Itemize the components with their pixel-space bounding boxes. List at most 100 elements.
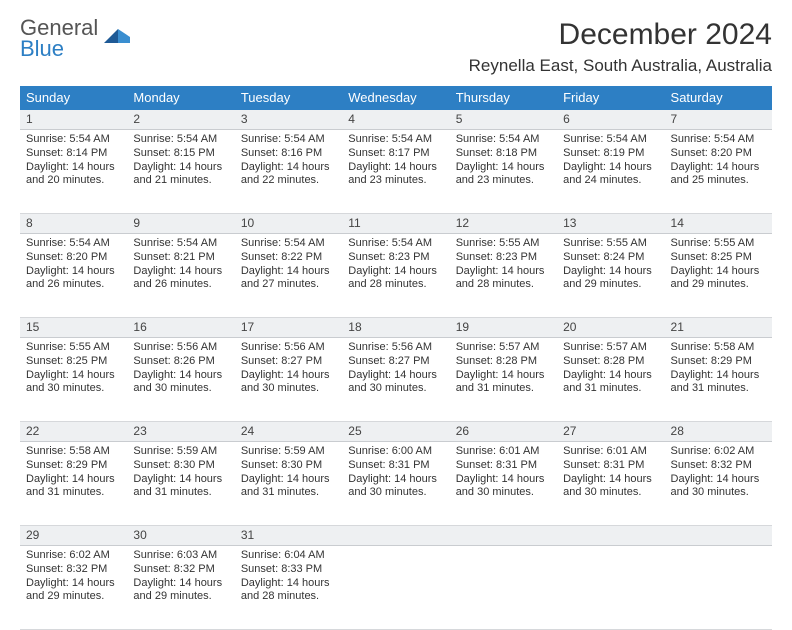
daylight-line: Daylight: 14 hours and 28 minutes. <box>348 265 443 293</box>
daynum-cell: 18 <box>342 318 449 338</box>
sunset-line-value: 8:19 PM <box>603 147 644 159</box>
daynum-cell: 2 <box>127 110 234 130</box>
sunrise-line-label: Sunrise: <box>133 237 176 249</box>
sunrise-line-label: Sunrise: <box>241 445 284 457</box>
sunset-line: Sunset: 8:23 PM <box>348 251 443 265</box>
daynum-cell: 1 <box>20 110 127 130</box>
sunset-line-label: Sunset: <box>26 355 66 367</box>
sunset-line: Sunset: 8:31 PM <box>348 459 443 473</box>
daylight-line-label: Daylight: <box>456 161 502 173</box>
daybody-row: Sunrise: 5:54 AMSunset: 8:20 PMDaylight:… <box>20 234 772 318</box>
sunrise-line-label: Sunrise: <box>671 341 714 353</box>
sunset-line-label: Sunset: <box>133 251 173 263</box>
sunset-line: Sunset: 8:30 PM <box>241 459 336 473</box>
sunset-line: Sunset: 8:14 PM <box>26 147 121 161</box>
sunset-line-label: Sunset: <box>563 147 603 159</box>
sunrise-line-label: Sunrise: <box>671 133 714 145</box>
daynum-cell <box>450 526 557 546</box>
day-number: 28 <box>671 424 684 438</box>
day-number: 7 <box>671 112 678 126</box>
daylight-line: Daylight: 14 hours and 30 minutes. <box>563 473 658 501</box>
daybody-cell: Sunrise: 5:55 AMSunset: 8:24 PMDaylight:… <box>557 234 664 318</box>
col-monday: Monday <box>127 86 234 110</box>
daylight-line: Daylight: 14 hours and 28 minutes. <box>241 577 336 605</box>
sunrise-line-value: 5:57 AM <box>607 341 647 353</box>
sunset-line-value: 8:28 PM <box>496 355 537 367</box>
sunrise-line-label: Sunrise: <box>241 133 284 145</box>
sunrise-line-label: Sunrise: <box>671 237 714 249</box>
sunset-line: Sunset: 8:20 PM <box>671 147 766 161</box>
sunset-line-label: Sunset: <box>241 147 281 159</box>
daylight-line: Daylight: 14 hours and 31 minutes. <box>241 473 336 501</box>
daylight-line-label: Daylight: <box>26 369 72 381</box>
day-number: 25 <box>348 424 361 438</box>
sunset-line-label: Sunset: <box>456 355 496 367</box>
sunrise-line: Sunrise: 5:58 AM <box>671 341 766 355</box>
sunset-line-value: 8:25 PM <box>66 355 107 367</box>
sunset-line-label: Sunset: <box>241 563 281 575</box>
sunrise-line-label: Sunrise: <box>348 445 391 457</box>
sunset-line-value: 8:32 PM <box>66 563 107 575</box>
daylight-line: Daylight: 14 hours and 26 minutes. <box>26 265 121 293</box>
day-number: 10 <box>241 216 254 230</box>
daynum-cell: 24 <box>235 422 342 442</box>
sunset-line: Sunset: 8:26 PM <box>133 355 228 369</box>
daybody-cell: Sunrise: 6:02 AMSunset: 8:32 PMDaylight:… <box>20 546 127 630</box>
daybody-cell: Sunrise: 5:55 AMSunset: 8:25 PMDaylight:… <box>665 234 772 318</box>
sunset-line: Sunset: 8:28 PM <box>563 355 658 369</box>
sunrise-line-value: 5:54 AM <box>499 133 539 145</box>
sunset-line: Sunset: 8:24 PM <box>563 251 658 265</box>
daybody-cell <box>342 546 449 630</box>
sunset-line-value: 8:31 PM <box>496 459 537 471</box>
daybody-cell: Sunrise: 5:59 AM Sunset: 8:30 PMDaylight:… <box>235 442 342 526</box>
daylight-line-label: Daylight: <box>348 265 394 277</box>
sunrise-line-label: Sunrise: <box>348 133 391 145</box>
daynum-cell <box>342 526 449 546</box>
sunset-line: Sunset: 8:25 PM <box>671 251 766 265</box>
daylight-line-label: Daylight: <box>133 369 179 381</box>
sunrise-line-value: 6:03 AM <box>177 549 217 561</box>
sunset-line-label: Sunset: <box>26 459 66 471</box>
day-number: 24 <box>241 424 254 438</box>
sunset-line-value: 8:27 PM <box>389 355 430 367</box>
sunrise-line: Sunrise: 5:55 AM <box>456 237 551 251</box>
sunset-line-label: Sunset: <box>671 147 711 159</box>
daybody-cell: Sunrise: 6:04 AMSunset: 8:33 PMDaylight:… <box>235 546 342 630</box>
sunrise-line-value: 5:59 AM <box>284 445 324 457</box>
day-number: 9 <box>133 216 140 230</box>
sunset-line: Sunset: 8:17 PM <box>348 147 443 161</box>
daylight-line-label: Daylight: <box>456 265 502 277</box>
daylight-line-label: Daylight: <box>563 473 609 485</box>
sunrise-line-value: 5:54 AM <box>607 133 647 145</box>
sunrise-line: Sunrise: 6:00 AM <box>348 445 443 459</box>
daylight-line-label: Daylight: <box>563 369 609 381</box>
daynum-cell: 14 <box>665 214 772 234</box>
sunset-line: Sunset: 8:18 PM <box>456 147 551 161</box>
daylight-line-label: Daylight: <box>241 473 287 485</box>
sunset-line-label: Sunset: <box>671 459 711 471</box>
weekday-header-row: Sunday Monday Tuesday Wednesday Thursday… <box>20 86 772 110</box>
daynum-cell: 28 <box>665 422 772 442</box>
daynum-cell <box>557 526 664 546</box>
sunset-line-label: Sunset: <box>563 355 603 367</box>
daynum-cell: 20 <box>557 318 664 338</box>
sunset-line-value: 8:18 PM <box>496 147 537 159</box>
sunrise-line-value: 6:02 AM <box>69 549 109 561</box>
daybody-cell: Sunrise: 5:59 AMSunset: 8:30 PMDaylight:… <box>127 442 234 526</box>
sunset-line-label: Sunset: <box>241 355 281 367</box>
daylight-line-label: Daylight: <box>241 265 287 277</box>
daylight-line-label: Daylight: <box>26 265 72 277</box>
daybody-cell: Sunrise: 5:55 AMSunset: 8:25 PMDaylight:… <box>20 338 127 422</box>
sunset-line-label: Sunset: <box>563 459 603 471</box>
month-title: December 2024 <box>469 18 772 52</box>
sunset-line: Sunset: 8:15 PM <box>133 147 228 161</box>
daylight-line-label: Daylight: <box>348 473 394 485</box>
daylight-line: Daylight: 14 hours and 27 minutes. <box>241 265 336 293</box>
sunrise-line: Sunrise: 5:54 AM <box>26 133 121 147</box>
sunset-line: Sunset: 8:31 PM <box>563 459 658 473</box>
sunrise-line-label: Sunrise: <box>563 237 606 249</box>
daylight-line: Daylight: 14 hours and 30 minutes. <box>456 473 551 501</box>
daynum-cell: 8 <box>20 214 127 234</box>
daybody-cell: Sunrise: 5:54 AMSunset: 8:20 PMDaylight:… <box>20 234 127 318</box>
sunset-line-label: Sunset: <box>241 251 281 263</box>
